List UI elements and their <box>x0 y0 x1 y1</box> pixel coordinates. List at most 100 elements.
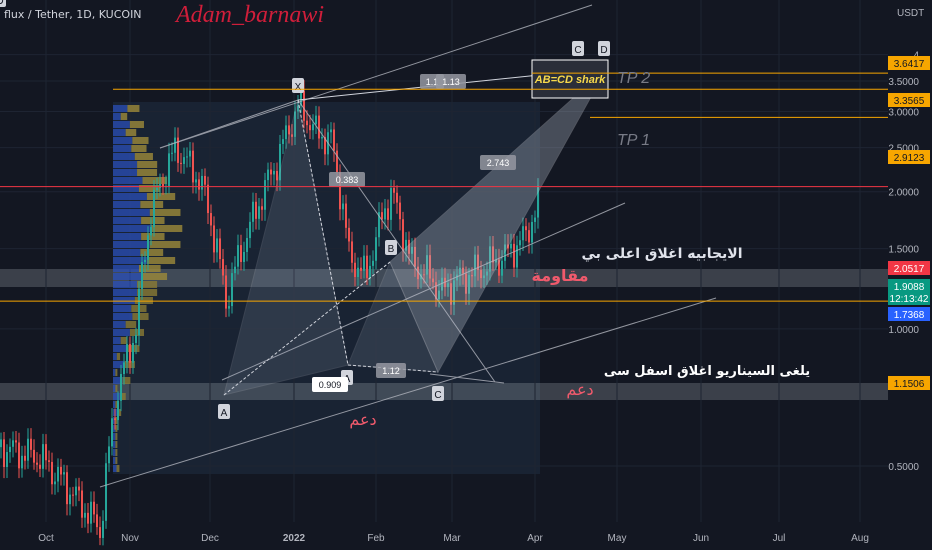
price-tag-box <box>888 261 930 275</box>
candle-body <box>246 238 248 252</box>
fib-ratio-text: 1.1 <box>426 77 439 87</box>
candle-body <box>84 512 86 518</box>
volume-profile-bar <box>113 393 120 400</box>
candle-body <box>144 259 146 263</box>
pattern-point-box <box>432 386 444 401</box>
candle-body <box>285 125 287 140</box>
volume-profile-bar <box>113 321 126 328</box>
candle-body <box>495 259 497 263</box>
candle-body <box>453 280 455 305</box>
candle-body <box>375 237 377 261</box>
x-tick-label: Feb <box>367 533 385 544</box>
candle-body <box>210 213 212 226</box>
pattern-name-frame <box>531 59 609 99</box>
candle-body <box>450 283 452 305</box>
candle-body <box>303 90 305 121</box>
candle-body <box>123 362 125 374</box>
volume-profile-bar <box>113 153 135 160</box>
volume-profile-bar <box>113 329 130 336</box>
fib-ratio-box <box>329 172 365 187</box>
candle-body <box>489 246 491 272</box>
candle-body <box>477 254 479 271</box>
volume-profile-bar <box>129 121 144 128</box>
candle-body <box>114 418 116 421</box>
candle-body <box>342 203 344 210</box>
candle-body <box>216 238 218 253</box>
volume-profile-bar <box>113 353 117 360</box>
volume-profile-bar <box>125 321 137 328</box>
annotation-text: الايجابيه اغلاق اعلى بي <box>581 246 742 262</box>
volume-profile-bar <box>116 465 120 472</box>
fib-ratio-box <box>312 377 348 392</box>
pattern-point-text: C <box>434 390 441 401</box>
candle-body <box>258 206 260 219</box>
volume-profile-bar <box>113 217 142 224</box>
candle-body <box>405 239 407 251</box>
candle-body <box>153 189 155 227</box>
candle-body <box>465 273 467 294</box>
annotation-text: يلغى السيناريو اغلاق اسفل سى <box>604 364 810 379</box>
volume-profile-bar <box>119 393 126 400</box>
volume-profile-bar <box>115 433 118 440</box>
pattern-point-text: D <box>0 0 4 7</box>
candle-body <box>432 278 434 283</box>
candle-body <box>369 265 371 278</box>
candle-body <box>195 179 197 183</box>
candle-body <box>96 514 98 528</box>
x-axis: Oct Nov Dec 2022 Feb Mar Apr May Jun Jul Aug <box>38 533 869 544</box>
target-label: TP 2 <box>617 70 650 87</box>
volume-profile-bar <box>132 313 149 320</box>
candle-body <box>519 240 521 246</box>
candle-body <box>507 244 509 249</box>
price-tag-box <box>888 150 930 164</box>
candle-body <box>501 260 503 276</box>
fib-ratio-text: 1.12 <box>382 366 400 376</box>
x-tick-label: Jul <box>773 533 786 544</box>
candle-body <box>126 344 128 363</box>
candle-body <box>336 150 338 173</box>
volume-profile-bar <box>113 337 121 344</box>
candle-body <box>225 275 227 309</box>
candle-body <box>318 115 320 139</box>
candle-body <box>252 201 254 222</box>
candle-body <box>192 150 194 183</box>
volume-profile-bar <box>113 457 116 464</box>
pattern-point-label: X <box>292 78 304 93</box>
pattern-point-box <box>572 41 584 56</box>
candle-body <box>462 267 464 274</box>
candle-body <box>87 512 89 524</box>
candle-body <box>75 486 77 496</box>
candle-body <box>15 440 17 443</box>
candle-body <box>207 184 209 214</box>
candle-body <box>141 262 143 289</box>
volume-profile-bar <box>113 273 143 280</box>
volume-profile-bar <box>115 449 118 456</box>
volume-profile-bar <box>113 161 138 168</box>
x-tick-label: Apr <box>527 533 543 544</box>
fib-ratio-label: 2.743 <box>480 155 516 170</box>
volume-profile-bar <box>113 121 130 128</box>
candle-body <box>60 466 62 475</box>
volume-profile <box>113 105 183 472</box>
candle-body <box>228 306 230 309</box>
candle-body <box>417 266 419 280</box>
candle-body <box>504 244 506 261</box>
pattern-point-text: A <box>221 408 228 419</box>
volume-profile-bar <box>113 105 128 112</box>
candle-body <box>408 239 410 254</box>
fib-ratio-box <box>376 363 406 378</box>
fib-ratio-label: 0.909 <box>312 377 348 392</box>
price-tag: 1.7368 <box>888 307 930 321</box>
annotation-text: دعم <box>349 410 376 429</box>
candle-body <box>423 274 425 276</box>
pattern-point-label: C <box>572 41 584 56</box>
candle-body <box>312 124 314 131</box>
candle-body <box>63 472 65 475</box>
candle-body <box>132 342 134 363</box>
candle-body <box>537 185 539 218</box>
candle-body <box>213 225 215 253</box>
candle-body <box>186 156 188 158</box>
price-tag: 1.9088 <box>888 279 930 293</box>
candle-body <box>414 246 416 267</box>
